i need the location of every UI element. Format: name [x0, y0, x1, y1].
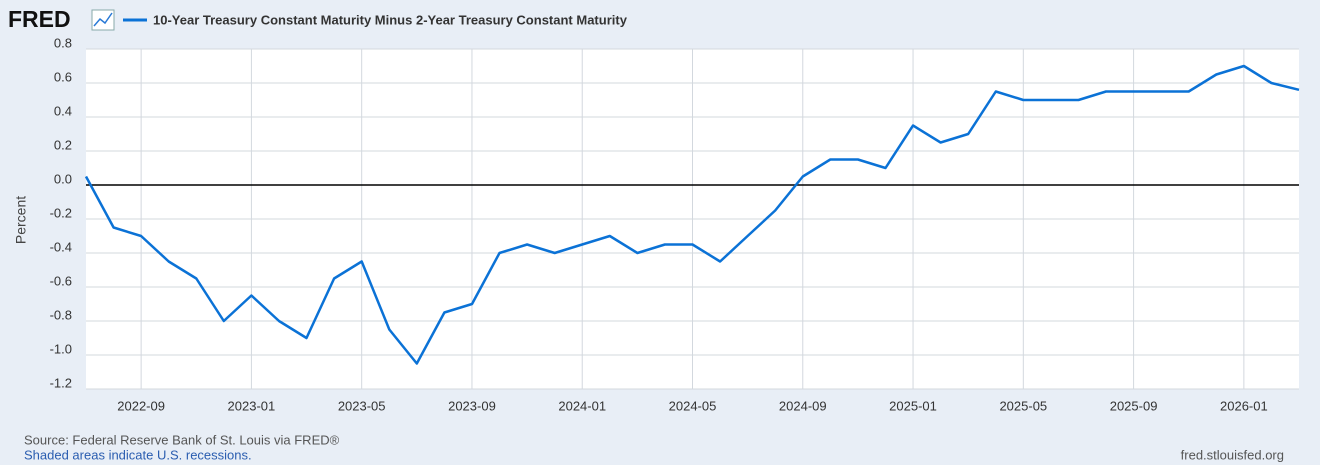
y-tick-label: 0.4	[54, 103, 72, 118]
x-tick-label: 2024-05	[669, 398, 717, 413]
y-tick-label: -1.0	[50, 341, 72, 356]
x-tick-label: 2023-01	[228, 398, 276, 413]
y-tick-label: 0.8	[54, 35, 72, 50]
y-tick-label: 0.2	[54, 137, 72, 152]
x-tick-label: 2022-09	[117, 398, 165, 413]
x-tick-label: 2025-09	[1110, 398, 1158, 413]
logo[interactable]: FRED	[8, 6, 71, 32]
y-tick-label: -0.4	[50, 239, 72, 254]
logo-icon	[91, 9, 115, 31]
recession-note[interactable]: Shaded areas indicate U.S. recessions.	[24, 447, 252, 462]
x-tick-label: 2025-01	[889, 398, 937, 413]
y-tick-label: 0.0	[54, 171, 72, 186]
y-tick-label: -0.2	[50, 205, 72, 220]
source: Source: Federal Reserve Bank of St. Loui…	[24, 432, 340, 447]
y-tick-label: -0.6	[50, 273, 72, 288]
y-tick-label: 0.6	[54, 69, 72, 84]
legend-label[interactable]: 10-Year Treasury Constant Maturity Minus…	[153, 12, 628, 27]
x-tick-label: 2024-09	[779, 398, 827, 413]
y-axis-label: Percent	[13, 196, 29, 244]
x-tick-label: 2026-01	[1220, 398, 1268, 413]
x-tick-label: 2024-01	[558, 398, 606, 413]
url[interactable]: fred.stlouisfed.org	[1181, 447, 1284, 462]
y-tick-label: -1.2	[50, 375, 72, 390]
x-tick-label: 2023-09	[448, 398, 496, 413]
x-tick-label: 2025-05	[999, 398, 1047, 413]
y-tick-label: -0.8	[50, 307, 72, 322]
x-tick-label: 2023-05	[338, 398, 386, 413]
series-line	[84, 64, 1300, 365]
